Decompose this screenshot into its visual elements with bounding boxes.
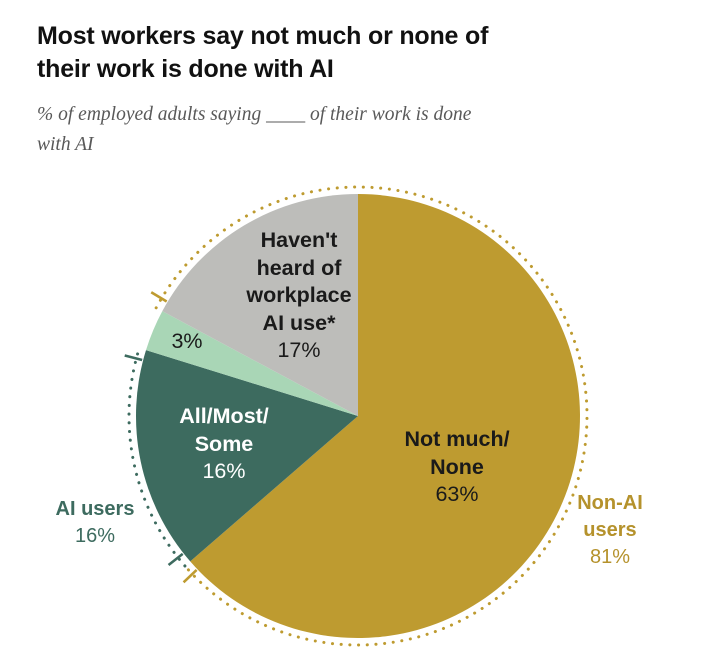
slice-label-text: None [430,454,484,479]
pie-slice-not-much-none [190,194,580,638]
pie-slice-three-percent [146,311,358,416]
pie-slice-havent-heard [162,194,358,416]
slice-label-text: Not much/ [404,427,510,451]
arc-label-non-ai-users: Non-AI users 81% [577,490,643,571]
arc-value: 16% [74,525,116,547]
slice-value: 3% [171,329,203,353]
slice-label-text: heard of [256,255,342,280]
slice-label-havent-heard: Haven't heard of workplace AI use* 17% [246,227,351,365]
slice-label-all-most-some: All/Most/ Some 16% [179,403,269,486]
slice-value: 17% [277,338,321,362]
chart-subtitle-line1: % of employed adults saying ____ of thei… [37,104,472,125]
slice-value: 63% [435,482,479,506]
slice-value: 16% [202,459,246,483]
arc-value: 81% [589,546,631,568]
arc-tick-non-ai-users [150,291,168,303]
slice-label-text: All/Most/ [179,404,269,428]
chart-title-line1: Most workers say not much or none of [37,22,489,50]
arc-tick-non-ai-users [182,568,198,584]
arc-label-ai-users: AI users 16% [56,496,135,550]
arc-label-text: Non-AI [577,492,643,514]
chart-title-line2: their work is done with AI [37,55,334,83]
arc-tick-ai-users [167,552,184,567]
slice-label-three-percent: 3% [171,328,202,356]
slice-label-text: AI use* [262,310,336,335]
chart-title: Most workers say not much or none of the… [37,20,597,86]
arc-tick-ai-users [124,354,143,362]
arc-label-text: users [583,519,637,541]
slice-label-text: Haven't [260,228,338,252]
arc-label-text: AI users [55,498,135,520]
chart-subtitle-line2: with AI [37,134,94,155]
chart-subtitle: % of employed adults saying ____ of thei… [37,100,637,160]
slice-label-text: Some [194,431,254,456]
slice-label-text: workplace [246,283,352,307]
slice-label-not-much-none: Not much/ None 63% [404,426,509,509]
pie-slice-all-most-some [135,350,358,562]
